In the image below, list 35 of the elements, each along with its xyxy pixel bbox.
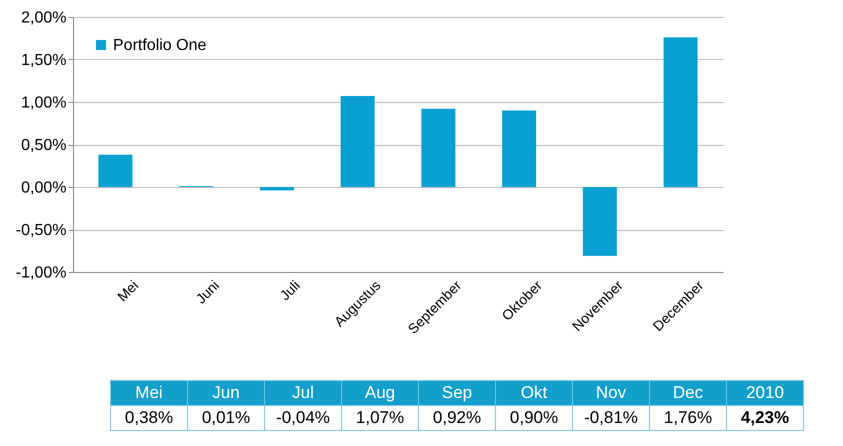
x-tick-label: Mei bbox=[114, 277, 142, 304]
bar bbox=[502, 110, 536, 187]
data-label: 0,01% bbox=[188, 406, 264, 430]
text: 4,23% bbox=[726, 406, 804, 430]
data-label: -0,04% bbox=[264, 406, 342, 430]
data-label: 0,92% bbox=[418, 406, 496, 430]
legend-label: Portfolio One bbox=[113, 37, 206, 54]
x-tick-label: Juli bbox=[276, 277, 303, 304]
y-tick-label: 2,00% bbox=[21, 10, 66, 26]
text: Nov bbox=[572, 380, 650, 406]
text: Okt bbox=[496, 380, 572, 406]
y-tick-label: 1,00% bbox=[21, 94, 66, 112]
bar bbox=[98, 154, 132, 187]
data-label: 0,38% bbox=[110, 406, 188, 430]
text: Jul bbox=[264, 380, 342, 406]
bar bbox=[340, 96, 375, 187]
text: Aug bbox=[342, 380, 418, 406]
bar bbox=[260, 187, 294, 190]
data-label: 1,76% bbox=[650, 406, 726, 430]
y-tick-label: 0,50% bbox=[21, 137, 66, 154]
text: Mei bbox=[110, 380, 188, 406]
bar bbox=[582, 187, 617, 256]
text: 2010 bbox=[726, 380, 804, 406]
text: Dec bbox=[650, 380, 726, 406]
data-label: -0,81% bbox=[572, 406, 650, 430]
data-label: 0,90% bbox=[496, 406, 572, 430]
bar bbox=[664, 37, 698, 187]
text: Jun bbox=[188, 380, 264, 406]
bar bbox=[421, 108, 456, 187]
data-label: 1,07% bbox=[342, 406, 418, 430]
y-tick-label: 1,50% bbox=[21, 52, 66, 69]
y-tick-label: 0,00% bbox=[21, 180, 66, 196]
y-tick-label: -0,50% bbox=[16, 222, 66, 239]
y-tick-label: -1,00% bbox=[16, 264, 66, 282]
text: Sep bbox=[418, 380, 496, 406]
